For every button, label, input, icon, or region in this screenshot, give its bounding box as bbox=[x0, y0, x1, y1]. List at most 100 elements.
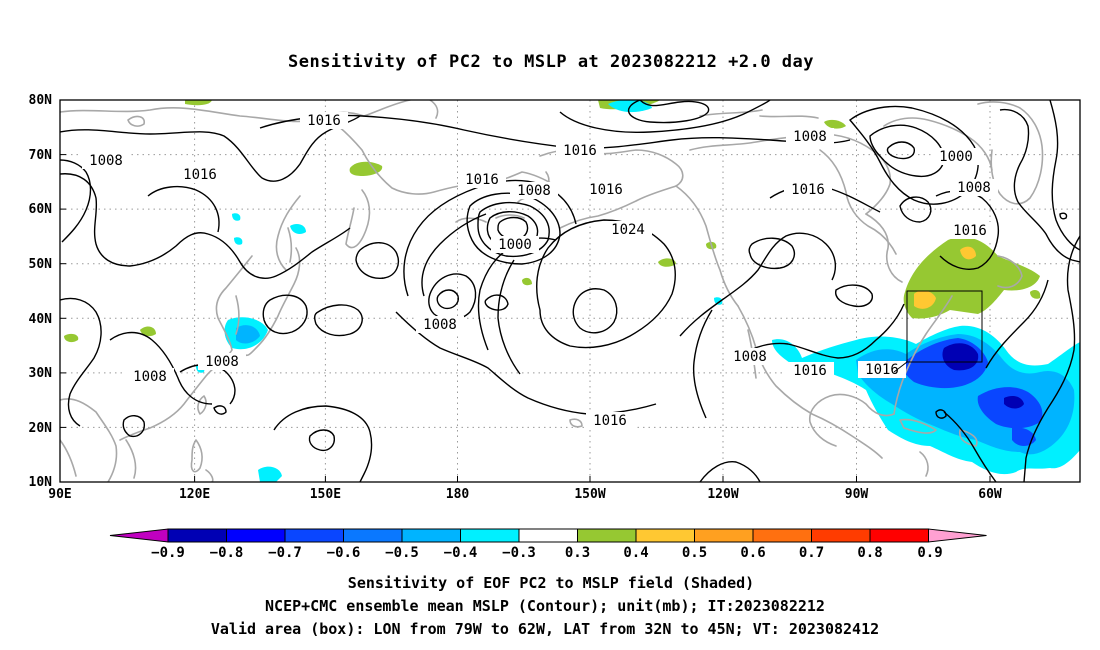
lon-tick-label: 150W bbox=[574, 487, 605, 502]
contour-label: 1008 bbox=[957, 180, 991, 196]
contour-label: 1008 bbox=[423, 317, 457, 333]
lat-tick-label: 30N bbox=[29, 366, 53, 381]
shade-positive bbox=[658, 258, 676, 267]
colorbar-label: −0.7 bbox=[268, 545, 302, 561]
shade-negative bbox=[290, 224, 306, 234]
contour-label: 1008 bbox=[89, 153, 123, 169]
shade-negative-mid bbox=[236, 325, 260, 344]
lon-tick-label: 120E bbox=[179, 487, 210, 502]
shade-negative-strong bbox=[1012, 427, 1036, 446]
colorbar-label: 0.6 bbox=[740, 545, 765, 561]
contour-label: 1008 bbox=[205, 354, 239, 370]
colorbar-cell bbox=[635, 528, 695, 543]
contour-label: 1024 bbox=[611, 222, 645, 238]
lon-tick-label: 90W bbox=[845, 487, 869, 502]
colorbar-label: −0.9 bbox=[151, 545, 185, 561]
colorbar-cell bbox=[869, 528, 929, 543]
caption-line-1: Sensitivity of EOF PC2 to MSLP field (Sh… bbox=[348, 574, 754, 592]
colorbar-cell bbox=[226, 528, 286, 543]
contour-label: 1008 bbox=[517, 183, 551, 199]
contour-label: 1016 bbox=[307, 113, 341, 129]
shade-negative bbox=[232, 213, 241, 221]
shade-positive bbox=[903, 236, 1040, 319]
colorbar: −0.9 −0.8 −0.7 −0.6 −0.5 −0.4 −0.3 0.3 0… bbox=[109, 528, 987, 561]
colorbar-arrow-low bbox=[109, 528, 169, 543]
lon-tick-label: 60W bbox=[978, 487, 1002, 502]
colorbar-cell bbox=[167, 528, 227, 543]
caption-line-2: NCEP+CMC ensemble mean MSLP (Contour); u… bbox=[265, 597, 825, 615]
colorbar-cell bbox=[752, 528, 812, 543]
contour-label: 1000 bbox=[498, 237, 532, 253]
colorbar-label: 0.8 bbox=[857, 545, 882, 561]
contour-labels: 1016 1008 1016 1016 1016 1008 1016 1008 … bbox=[82, 112, 998, 429]
colorbar-cell bbox=[577, 528, 637, 543]
axis-ticks bbox=[60, 99, 991, 483]
shade-negative-max bbox=[1004, 396, 1024, 409]
contour-label: 1016 bbox=[563, 143, 597, 159]
colorbar-label: 0.3 bbox=[565, 545, 590, 561]
shade-positive bbox=[64, 333, 79, 343]
figure-title: Sensitivity of PC2 to MSLP at 2023082212… bbox=[288, 52, 814, 72]
colorbar-cell bbox=[343, 528, 403, 543]
contour-label: 1016 bbox=[953, 223, 987, 239]
lon-tick-label: 90E bbox=[48, 487, 71, 502]
colorbar-cell bbox=[694, 528, 754, 543]
longitude-labels: 90E 120E 150E 180 150W 120W 90W 60W bbox=[48, 487, 1002, 502]
lon-tick-label: 180 bbox=[446, 487, 470, 502]
lat-tick-label: 80N bbox=[29, 93, 53, 108]
colorbar-cells bbox=[109, 528, 987, 543]
colorbar-label: −0.4 bbox=[444, 545, 478, 561]
contour-label: 1016 bbox=[589, 182, 623, 198]
lat-tick-label: 40N bbox=[29, 312, 53, 327]
colorbar-cell bbox=[460, 528, 520, 543]
colorbar-label: −0.6 bbox=[327, 545, 361, 561]
lat-tick-label: 20N bbox=[29, 421, 53, 436]
lon-tick-label: 120W bbox=[707, 487, 738, 502]
contour-label: 1008 bbox=[133, 369, 167, 385]
lat-tick-label: 60N bbox=[29, 202, 53, 217]
shade-negative-max bbox=[942, 343, 979, 371]
shade-negative bbox=[258, 466, 282, 482]
colorbar-labels: −0.9 −0.8 −0.7 −0.6 −0.5 −0.4 −0.3 0.3 0… bbox=[151, 545, 943, 561]
contour-label: 1008 bbox=[733, 349, 767, 365]
lon-tick-label: 150E bbox=[310, 487, 341, 502]
shade-negative bbox=[714, 297, 723, 305]
colorbar-label: −0.3 bbox=[502, 545, 536, 561]
valid-area-pointer bbox=[893, 361, 908, 373]
contour-label: 1016 bbox=[793, 363, 827, 379]
shade-positive bbox=[824, 119, 846, 129]
colorbar-cell bbox=[811, 528, 871, 543]
colorbar-cell bbox=[401, 528, 461, 543]
colorbar-label: 0.4 bbox=[623, 545, 648, 561]
valid-area-box bbox=[906, 290, 983, 363]
contour-label: 1016 bbox=[791, 182, 825, 198]
shade-negative bbox=[234, 237, 243, 245]
colorbar-label: 0.9 bbox=[917, 545, 942, 561]
lat-tick-label: 70N bbox=[29, 148, 53, 163]
contour-label: 1016 bbox=[593, 413, 627, 429]
latitude-labels: 80N 70N 60N 50N 40N 30N 20N 10N bbox=[29, 93, 53, 490]
shade-positive bbox=[1030, 290, 1041, 299]
shade-positive bbox=[140, 326, 156, 337]
contour-label: 1016 bbox=[465, 172, 499, 188]
shade-positive-mid bbox=[960, 246, 976, 260]
colorbar-arrow-high bbox=[928, 528, 987, 543]
shade-positive bbox=[522, 277, 532, 286]
shade-positive-mid bbox=[914, 290, 936, 309]
sensitivity-shading bbox=[64, 100, 1080, 482]
colorbar-cell bbox=[518, 528, 578, 543]
shade-positive bbox=[185, 100, 212, 106]
colorbar-label: 0.5 bbox=[682, 545, 707, 561]
contour-label: 1000 bbox=[939, 149, 973, 165]
shade-positive bbox=[349, 161, 383, 176]
caption-line-3: Valid area (box): LON from 79W to 62W, L… bbox=[211, 620, 879, 638]
map-frame bbox=[59, 99, 1081, 483]
coastlines bbox=[60, 100, 1044, 482]
colorbar-label: −0.8 bbox=[210, 545, 244, 561]
contour-label: 1016 bbox=[183, 167, 217, 183]
colorbar-cell bbox=[284, 528, 344, 543]
contour-label: 1008 bbox=[793, 129, 827, 145]
colorbar-label: 0.7 bbox=[799, 545, 824, 561]
contour-label: 1016 bbox=[865, 362, 899, 378]
